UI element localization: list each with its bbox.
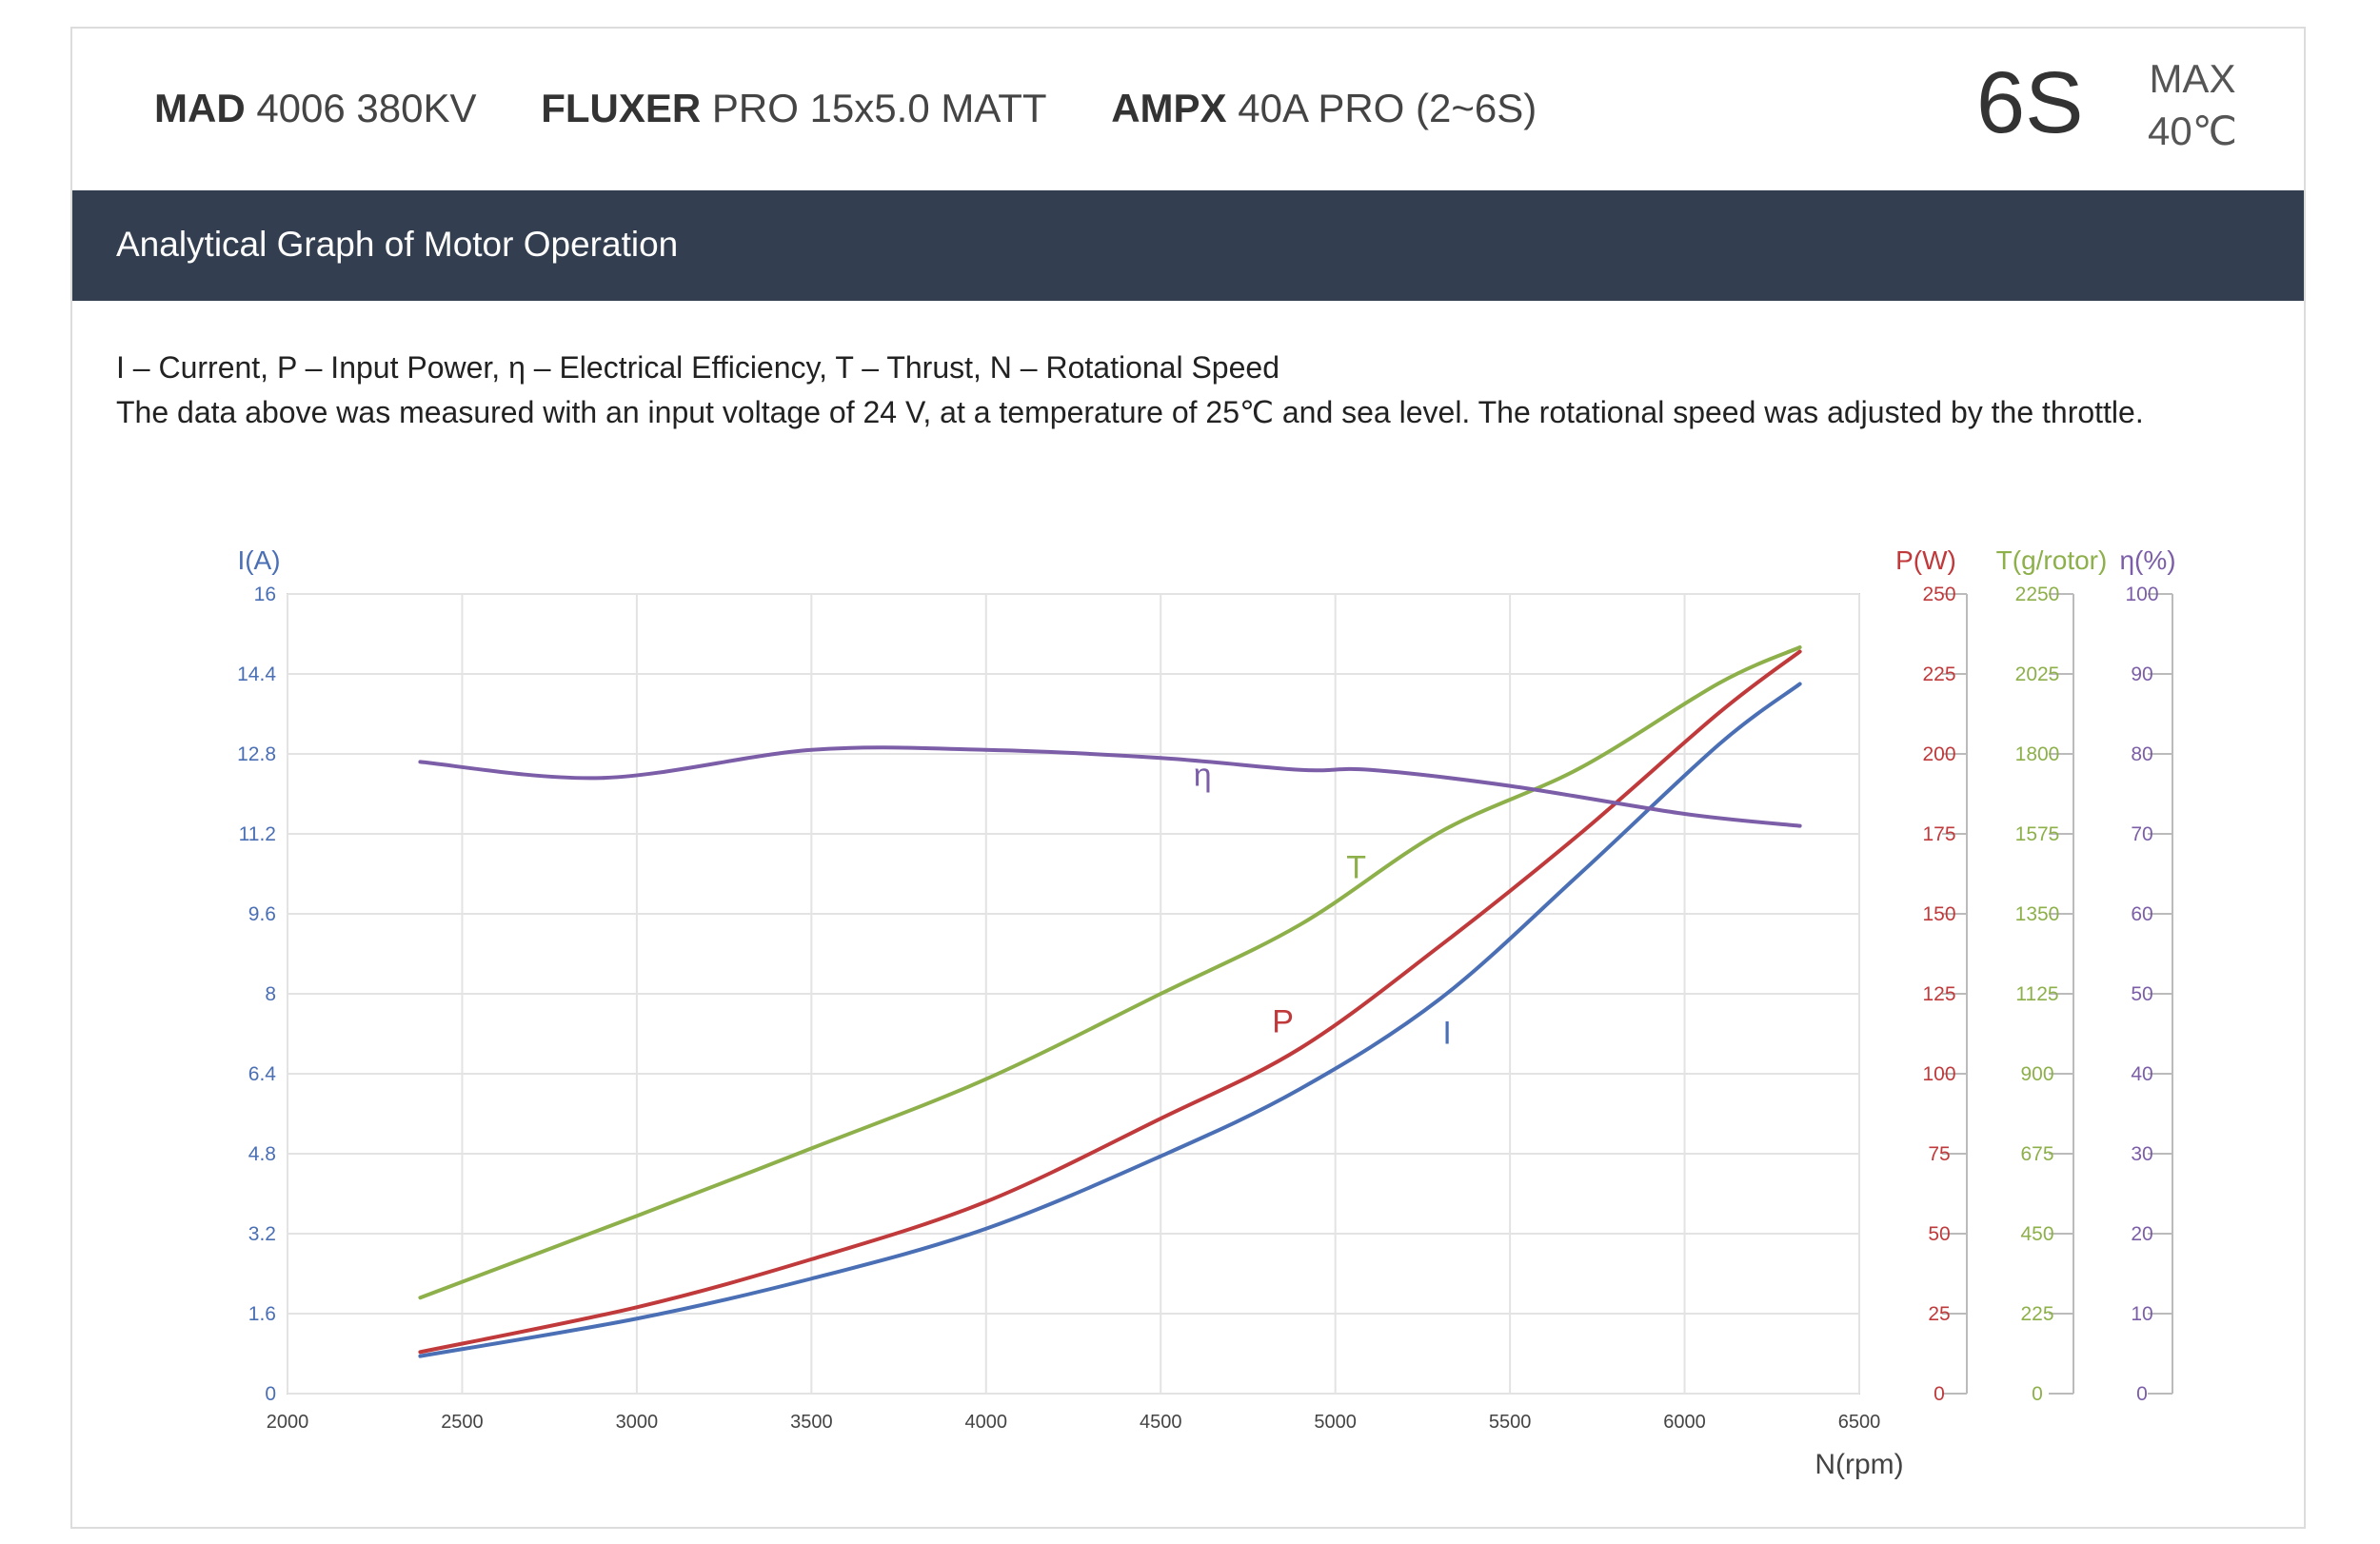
y-axis-label-efficiency: η(%): [2119, 545, 2175, 575]
y-tick-label-efficiency: 70: [2131, 823, 2152, 845]
y-tick-label-efficiency: 50: [2131, 983, 2152, 1005]
x-tick-label: 5000: [1314, 1412, 1357, 1433]
product-combo: MAD 4006 380KV FLUXER PRO 15x5.0 MATT AM…: [154, 86, 1590, 131]
y-tick-label-current: 0: [265, 1383, 276, 1405]
curve-label-efficiency: η: [1194, 758, 1212, 794]
y-tick-label-efficiency: 40: [2131, 1063, 2152, 1085]
y-tick-label-thrust: 900: [2020, 1063, 2053, 1085]
grid: [287, 593, 1860, 1395]
y-tick-label-power: 200: [1922, 743, 1955, 765]
curve-label-I: I: [1442, 1016, 1451, 1052]
symbol-legend: I – Current, P – Input Power, η – Electr…: [116, 350, 1279, 385]
x-tick-label: 4000: [965, 1412, 1008, 1433]
x-tick-label: 6500: [1838, 1412, 1881, 1433]
y-tick-label-efficiency: 90: [2131, 663, 2152, 685]
y-tick-label-current: 3.2: [248, 1223, 276, 1245]
x-tick-label: 3500: [790, 1412, 833, 1433]
x-tick-label: 2500: [441, 1412, 484, 1433]
esc-product: AMPX 40A PRO (2~6S): [1111, 86, 1537, 130]
max-label: MAX: [2149, 56, 2236, 101]
y-tick-label-power: 225: [1922, 663, 1955, 685]
y-tick-label-thrust: 225: [2020, 1303, 2053, 1325]
y-tick-label-thrust: 1575: [2015, 823, 2060, 845]
series-line-P: [418, 649, 1802, 1355]
max-temp-box: MAX 40℃: [2148, 53, 2237, 157]
y-tick-label-power: 50: [1928, 1223, 1950, 1245]
section-banner: Analytical Graph of Motor Operation: [72, 190, 2304, 301]
series-line-efficiency: [418, 745, 1802, 828]
x-tick-label: 2000: [267, 1412, 309, 1433]
y-tick-label-thrust: 1800: [2015, 743, 2060, 765]
propeller-product: FLUXER PRO 15x5.0 MATT: [541, 86, 1047, 130]
y-tick-label-efficiency: 10: [2131, 1303, 2152, 1325]
x-tick-label: 5500: [1489, 1412, 1532, 1433]
motor-spec-card: MAD 4006 380KV FLUXER PRO 15x5.0 MATT AM…: [70, 27, 2306, 1529]
series-line-T: [418, 645, 1802, 1300]
y-tick-label-efficiency: 20: [2131, 1223, 2152, 1245]
y-tick-label-current: 12.8: [237, 743, 276, 765]
y-tick-label-thrust: 2250: [2015, 584, 2060, 605]
curve-label-P: P: [1272, 1003, 1294, 1039]
curve-label-T: T: [1346, 850, 1366, 886]
y-tick-label-power: 100: [1922, 1063, 1955, 1085]
motor-operation-chart: 2000 2500 3000 3500 4000 4500 5000 5500 6000 6500…: [237, 545, 2175, 1480]
y-tick-label-current: 6.4: [248, 1063, 277, 1085]
x-tick-label: 3000: [616, 1412, 659, 1433]
y-tick-label-power: 125: [1922, 983, 1955, 1005]
motor-product: MAD 4006 380KV: [154, 86, 477, 130]
x-tick-label: 6000: [1663, 1412, 1706, 1433]
curve-labels: η T P I: [1194, 758, 1452, 1052]
battery-cells: 6S: [1976, 54, 2084, 151]
x-tick-label: 4500: [1140, 1412, 1182, 1433]
y-tick-label-efficiency: 60: [2131, 903, 2152, 925]
y-axis-label-current: I(A): [237, 545, 280, 575]
series-lines: [418, 645, 1802, 1358]
y-tick-label-power: 75: [1928, 1143, 1950, 1165]
axes: 2000 2500 3000 3500 4000 4500 5000 5500 6000 6500…: [237, 545, 2175, 1480]
y-tick-label-thrust: 450: [2020, 1223, 2053, 1245]
y-tick-label-current: 4.8: [248, 1143, 276, 1165]
y-tick-label-efficiency: 30: [2131, 1143, 2152, 1165]
y-tick-label-current: 9.6: [248, 903, 276, 925]
y-tick-label-thrust: 2025: [2015, 663, 2060, 685]
max-temp-value: 40℃: [2148, 108, 2237, 153]
y-tick-label-efficiency: 80: [2131, 743, 2152, 765]
y-tick-label-current: 16: [254, 584, 276, 605]
y-axis-label-power: P(W): [1895, 545, 1956, 575]
y-tick-label-power: 175: [1922, 823, 1955, 845]
y-tick-label-current: 8: [265, 983, 276, 1005]
y-tick-label-power: 150: [1922, 903, 1955, 925]
y-tick-label-current: 11.2: [239, 823, 276, 845]
y-tick-label-power: 25: [1928, 1303, 1950, 1325]
y-tick-label-current: 1.6: [248, 1303, 276, 1325]
y-tick-label-thrust: 1125: [2015, 983, 2058, 1005]
banner-title: Analytical Graph of Motor Operation: [116, 225, 679, 264]
y-tick-label-thrust: 1350: [2015, 903, 2060, 925]
y-tick-label-thrust: 675: [2020, 1143, 2053, 1165]
y-axis-label-thrust: T(g/rotor): [1996, 545, 2108, 575]
measurement-note: The data above was measured with an inpu…: [116, 395, 2144, 429]
y-tick-label-efficiency: 0: [2136, 1383, 2148, 1405]
x-axis-label: N(rpm): [1815, 1449, 1903, 1480]
y-tick-label-current: 14.4: [237, 663, 276, 685]
y-tick-label-efficiency: 100: [2125, 584, 2158, 605]
series-line-I: [418, 682, 1802, 1358]
y-tick-label-power: 0: [1934, 1383, 1945, 1405]
y-tick-label-thrust: 0: [2032, 1383, 2043, 1405]
y-tick-label-power: 250: [1922, 584, 1955, 605]
